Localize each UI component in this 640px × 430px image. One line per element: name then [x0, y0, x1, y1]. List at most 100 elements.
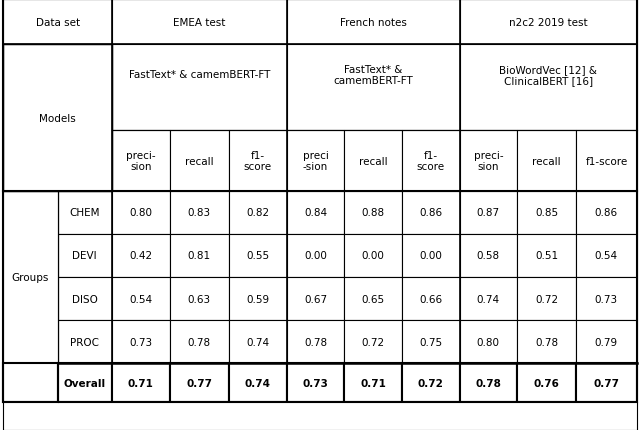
Bar [460, 45, 637, 131]
Text: 0.58: 0.58 [477, 251, 500, 261]
Text: 0.78: 0.78 [476, 378, 501, 388]
Bar [229, 234, 287, 277]
Bar [460, 0, 637, 45]
Bar [229, 320, 287, 363]
Text: 0.76: 0.76 [534, 378, 559, 388]
Bar [287, 363, 344, 402]
Text: FastText* &
camemBERT-FT: FastText* & camemBERT-FT [333, 64, 413, 86]
Bar [460, 131, 517, 191]
Text: 0.55: 0.55 [246, 251, 269, 261]
Text: recall: recall [532, 156, 561, 166]
Text: 0.78: 0.78 [188, 337, 211, 347]
Text: BioWordVec [12] &
ClinicalBERT [16]: BioWordVec [12] & ClinicalBERT [16] [499, 64, 597, 86]
Bar [58, 363, 112, 402]
Text: 0.73: 0.73 [303, 378, 328, 388]
Text: 0.72: 0.72 [535, 294, 558, 304]
Text: 0.85: 0.85 [535, 208, 558, 218]
Text: 0.72: 0.72 [418, 378, 444, 388]
Bar [402, 277, 460, 320]
Bar [170, 131, 229, 191]
Bar [58, 191, 112, 234]
Bar [287, 0, 460, 45]
Text: 0.77: 0.77 [186, 378, 212, 388]
Bar [58, 320, 112, 363]
Bar [3, 234, 58, 277]
Bar [460, 320, 517, 363]
Text: n2c2 2019 test: n2c2 2019 test [509, 18, 588, 28]
Bar [3, 45, 112, 191]
Text: DISO: DISO [72, 294, 98, 304]
Text: 0.74: 0.74 [246, 337, 269, 347]
Bar [229, 277, 287, 320]
Bar [3, 0, 112, 45]
Text: preci-
sion: preci- sion [126, 150, 156, 172]
Bar [517, 191, 576, 234]
Text: 0.84: 0.84 [304, 208, 327, 218]
Text: f1-
score: f1- score [417, 150, 445, 172]
Bar [112, 277, 170, 320]
Text: preci
-sion: preci -sion [303, 150, 328, 172]
Text: 0.80: 0.80 [129, 208, 152, 218]
Bar [112, 320, 170, 363]
Bar [344, 234, 402, 277]
Bar [170, 320, 229, 363]
Text: 0.86: 0.86 [595, 208, 618, 218]
Bar [170, 363, 229, 402]
Bar [229, 131, 287, 191]
Bar [460, 363, 517, 402]
Bar [517, 234, 576, 277]
Text: 0.65: 0.65 [362, 294, 385, 304]
Bar [112, 131, 170, 191]
Bar [287, 45, 460, 131]
Bar [3, 45, 112, 191]
Text: 0.86: 0.86 [419, 208, 442, 218]
Bar [576, 191, 637, 234]
Text: CHEM: CHEM [70, 208, 100, 218]
Text: Overall: Overall [64, 378, 106, 388]
Text: 0.73: 0.73 [129, 337, 152, 347]
Bar [112, 363, 170, 402]
Text: preci-
sion: preci- sion [474, 150, 503, 172]
Bar [344, 277, 402, 320]
Text: 0.83: 0.83 [188, 208, 211, 218]
Text: 0.63: 0.63 [188, 294, 211, 304]
Text: 0.67: 0.67 [304, 294, 327, 304]
Bar [287, 277, 344, 320]
Bar [402, 234, 460, 277]
Bar [460, 191, 517, 234]
Text: 0.73: 0.73 [595, 294, 618, 304]
Bar [402, 191, 460, 234]
Text: 0.71: 0.71 [128, 378, 154, 388]
Text: 0.00: 0.00 [304, 251, 327, 261]
Text: recall: recall [359, 156, 387, 166]
Text: 0.66: 0.66 [419, 294, 442, 304]
Text: Models: Models [39, 113, 76, 123]
Bar [576, 363, 637, 402]
Text: 0.74: 0.74 [477, 294, 500, 304]
Text: 0.51: 0.51 [535, 251, 558, 261]
Text: Groups: Groups [12, 272, 49, 283]
Text: 0.80: 0.80 [477, 337, 500, 347]
Bar [112, 45, 287, 131]
Text: 0.72: 0.72 [362, 337, 385, 347]
Bar [517, 277, 576, 320]
Text: 0.74: 0.74 [245, 378, 271, 388]
Bar [112, 0, 287, 45]
Text: 0.54: 0.54 [595, 251, 618, 261]
Bar [576, 277, 637, 320]
Bar [517, 320, 576, 363]
Bar [3, 320, 58, 363]
Text: 0.00: 0.00 [419, 251, 442, 261]
Bar [229, 191, 287, 234]
Bar [287, 234, 344, 277]
Bar [229, 363, 287, 402]
Bar [460, 277, 517, 320]
Bar [344, 320, 402, 363]
Bar [58, 277, 112, 320]
Text: 0.87: 0.87 [477, 208, 500, 218]
Bar [517, 363, 576, 402]
Text: DEVI: DEVI [72, 251, 97, 261]
Text: FastText* & camemBERT-FT: FastText* & camemBERT-FT [129, 70, 270, 80]
Text: 0.71: 0.71 [360, 378, 386, 388]
Bar [517, 131, 576, 191]
